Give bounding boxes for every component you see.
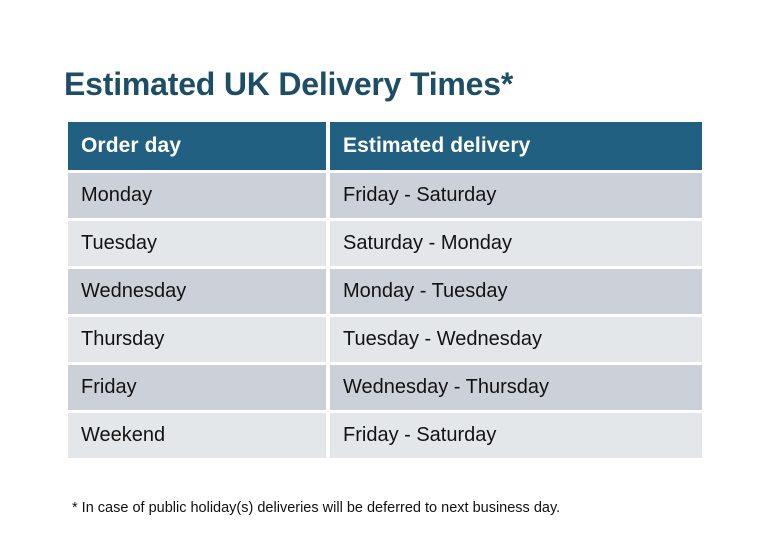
cell-estimated-delivery: Friday - Saturday: [330, 413, 702, 458]
cell-estimated-delivery: Monday - Tuesday: [330, 269, 702, 314]
table-header: Order day Estimated delivery: [68, 122, 702, 170]
cell-estimated-delivery: Saturday - Monday: [330, 221, 702, 266]
column-header-order-day: Order day: [68, 122, 326, 170]
cell-estimated-delivery: Wednesday - Thursday: [330, 365, 702, 410]
table-row: Thursday Tuesday - Wednesday: [68, 317, 702, 362]
cell-order-day: Wednesday: [68, 269, 326, 314]
table-row: Friday Wednesday - Thursday: [68, 365, 702, 410]
table-row: Wednesday Monday - Tuesday: [68, 269, 702, 314]
cell-order-day: Thursday: [68, 317, 326, 362]
cell-estimated-delivery: Friday - Saturday: [330, 173, 702, 218]
table-row: Monday Friday - Saturday: [68, 173, 702, 218]
table-row: Weekend Friday - Saturday: [68, 413, 702, 458]
table-header-row: Order day Estimated delivery: [68, 122, 702, 170]
delivery-times-table: Order day Estimated delivery Monday Frid…: [64, 119, 706, 461]
cell-order-day: Monday: [68, 173, 326, 218]
cell-order-day: Weekend: [68, 413, 326, 458]
table-body: Monday Friday - Saturday Tuesday Saturda…: [68, 173, 702, 458]
page-title: Estimated UK Delivery Times*: [64, 66, 514, 103]
table-row: Tuesday Saturday - Monday: [68, 221, 702, 266]
column-header-estimated-delivery: Estimated delivery: [330, 122, 702, 170]
footnote: * In case of public holiday(s) deliverie…: [72, 499, 561, 516]
cell-order-day: Tuesday: [68, 221, 326, 266]
cell-order-day: Friday: [68, 365, 326, 410]
cell-estimated-delivery: Tuesday - Wednesday: [330, 317, 702, 362]
